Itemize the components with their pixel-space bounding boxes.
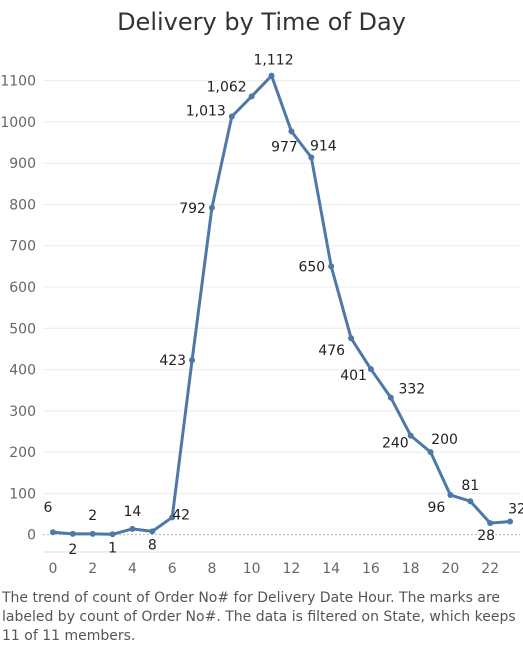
data-point	[69, 530, 76, 537]
x-tick-label: 14	[322, 561, 340, 577]
data-point	[288, 128, 295, 135]
x-tick-label: 6	[168, 561, 177, 577]
data-label: 81	[461, 478, 479, 494]
x-tick-label: 16	[362, 561, 380, 577]
data-label: 2	[68, 542, 77, 558]
series-line	[51, 74, 512, 536]
data-point	[268, 72, 275, 79]
data-point	[228, 113, 235, 120]
data-label: 240	[382, 436, 409, 452]
grid-lines	[43, 80, 520, 536]
data-point	[427, 449, 434, 456]
chart-title: Delivery by Time of Day	[117, 8, 406, 36]
data-label: 6	[43, 500, 52, 516]
data-point	[367, 366, 374, 373]
data-point	[129, 525, 136, 532]
y-tick-label: 600	[9, 280, 36, 296]
y-tick-label: 900	[9, 156, 36, 172]
data-point	[109, 531, 116, 538]
data-label: 96	[428, 500, 446, 516]
data-label: 423	[159, 353, 186, 369]
data-label: 14	[124, 504, 142, 520]
y-tick-label: 800	[9, 197, 36, 213]
data-label: 2	[88, 508, 97, 524]
data-point	[407, 432, 414, 439]
data-point	[248, 93, 255, 100]
y-tick-label: 0	[27, 528, 36, 544]
data-point	[308, 154, 315, 161]
x-tick-label: 20	[442, 561, 460, 577]
data-label: 1,013	[186, 104, 226, 120]
data-label: 650	[298, 259, 325, 275]
data-label: 42	[172, 507, 190, 523]
y-tick-label: 100	[9, 486, 36, 502]
data-label: 977	[271, 139, 298, 155]
data-label: 401	[340, 368, 367, 384]
data-label: 792	[179, 201, 206, 217]
data-label: 8	[148, 537, 157, 553]
y-tick-label: 200	[9, 445, 36, 461]
data-point	[507, 518, 514, 525]
data-label: 32	[508, 501, 523, 517]
chart-caption: The trend of count of Order No# for Deli…	[2, 590, 516, 644]
data-point	[487, 520, 494, 527]
x-tick-label: 2	[88, 561, 97, 577]
x-tick-label: 12	[283, 561, 301, 577]
data-point	[348, 335, 355, 342]
y-tick-label: 1100	[0, 74, 36, 90]
series-polyline	[51, 74, 512, 536]
y-tick-label: 400	[9, 363, 36, 379]
data-point	[328, 263, 335, 270]
data-label: 476	[318, 343, 345, 359]
x-tick-label: 10	[243, 561, 261, 577]
x-tick-label: 18	[402, 561, 420, 577]
data-label: 200	[431, 432, 458, 448]
data-label: 332	[398, 382, 425, 398]
data-point	[189, 357, 196, 364]
x-tick-label: 4	[128, 561, 137, 577]
x-axis: 0 2 4 6 8 10 12 14 16 18 20 22	[43, 551, 520, 577]
data-label: 1,062	[207, 79, 247, 95]
data-label: 1,112	[254, 53, 294, 69]
y-tick-label: 500	[9, 321, 36, 337]
data-point	[387, 394, 394, 401]
data-point	[447, 492, 454, 499]
data-point	[467, 498, 474, 505]
data-label: 28	[477, 528, 495, 544]
data-point	[208, 204, 215, 211]
y-tick-label: 700	[9, 239, 36, 255]
data-point	[149, 528, 156, 535]
y-tick-label: 1000	[0, 115, 36, 131]
y-tick-label: 300	[9, 404, 36, 420]
x-tick-label: 0	[48, 561, 57, 577]
data-points	[49, 72, 514, 538]
y-axis: 0 100 200 300 400 500 600 700 800 900 1000 1100	[0, 74, 36, 544]
data-point	[49, 529, 56, 536]
x-tick-label: 8	[207, 561, 216, 577]
x-tick-label: 22	[481, 561, 499, 577]
data-point	[169, 514, 176, 521]
data-label: 1	[108, 540, 117, 556]
data-point	[89, 530, 96, 537]
data-label: 914	[310, 138, 337, 154]
